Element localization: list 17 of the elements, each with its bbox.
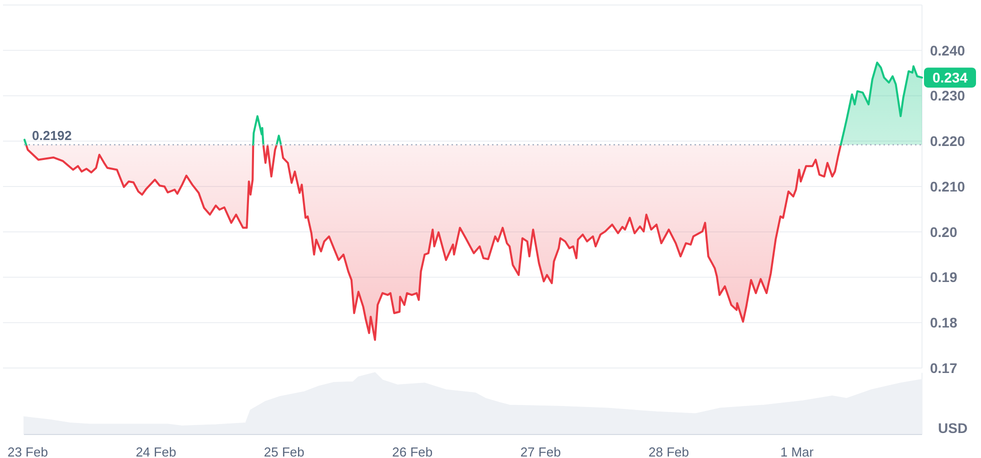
x-tick-label: 25 Feb bbox=[264, 444, 304, 458]
x-tick-label: 23 Feb bbox=[7, 444, 48, 458]
y-tick-label: 0.220 bbox=[930, 133, 966, 150]
y-tick-label: 0.20 bbox=[930, 224, 958, 240]
x-tick-label: 1 Mar bbox=[780, 444, 814, 458]
y-tick-label: 0.230 bbox=[930, 88, 966, 104]
y-tick-label: 0.210 bbox=[930, 178, 966, 194]
y-tick-label: 0.18 bbox=[930, 314, 958, 331]
x-tick-label: 27 Feb bbox=[520, 444, 561, 458]
y-tick-label: 0.19 bbox=[930, 269, 958, 286]
y-tick-label: 0.240 bbox=[930, 42, 966, 58]
x-tick-label: 28 Feb bbox=[648, 444, 690, 458]
ref-line-label: 0.2192 bbox=[32, 128, 72, 143]
y-axis-title: USD bbox=[938, 420, 968, 436]
x-tick-label: 24 Feb bbox=[136, 444, 176, 458]
y-tick-label: 0.17 bbox=[930, 360, 958, 376]
x-tick-label: 26 Feb bbox=[392, 444, 433, 458]
